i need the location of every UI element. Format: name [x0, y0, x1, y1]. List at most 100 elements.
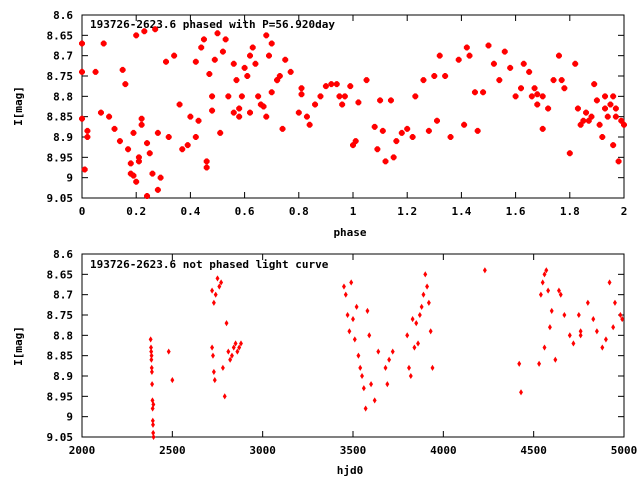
data-point: [539, 125, 546, 132]
data-point: [385, 381, 390, 388]
data-point: [144, 140, 151, 147]
data-point: [176, 101, 183, 108]
unphased-chart: 193726-2623.6 not phased light curve hjd…: [12, 248, 637, 477]
data-point: [165, 134, 172, 140]
phased-y-ticks: 8.6 8.65 8.7 8.75 8.8 8.85 8.9 8.95 9 9.05: [47, 9, 624, 205]
data-point: [574, 105, 581, 112]
y-tick-label: 8.9: [53, 131, 73, 144]
data-point: [274, 77, 281, 84]
data-point: [179, 146, 186, 153]
data-point: [596, 121, 603, 128]
data-point: [203, 158, 210, 165]
data-point: [237, 344, 242, 351]
data-point: [428, 328, 433, 335]
data-point: [620, 316, 625, 323]
data-point: [580, 117, 587, 124]
data-point: [583, 109, 590, 116]
data-point: [212, 377, 217, 384]
data-point: [549, 307, 554, 314]
data-point: [247, 109, 254, 116]
data-point: [571, 340, 576, 347]
data-point: [217, 283, 222, 290]
data-point: [558, 77, 565, 84]
data-point: [229, 352, 234, 359]
data-point: [537, 360, 542, 367]
data-point: [342, 283, 346, 290]
data-point: [363, 405, 368, 412]
data-point: [84, 127, 91, 134]
data-point: [431, 73, 438, 79]
data-point: [600, 344, 605, 351]
data-point: [151, 401, 156, 408]
data-point: [585, 117, 592, 124]
phased-chart-title: 193726-2623.6 phased with P=56.920day: [90, 18, 335, 31]
data-point: [371, 123, 378, 130]
data-point: [410, 316, 415, 323]
data-point: [122, 81, 129, 88]
y-tick-label: 8.65: [47, 268, 74, 281]
y-tick-label: 9: [66, 411, 73, 424]
data-point: [591, 316, 596, 323]
unphased-y-ticks: 8.6 8.65 8.7 8.75 8.8 8.85 8.9 8.95 9 9.05: [47, 248, 624, 444]
data-point: [295, 109, 302, 116]
x-tick-label: 1.8: [560, 205, 580, 218]
data-point: [341, 93, 348, 100]
y-tick-label: 8.7: [53, 50, 73, 63]
data-point: [130, 172, 137, 179]
data-point: [255, 93, 262, 100]
data-point: [566, 150, 573, 157]
data-point: [211, 299, 216, 306]
data-point: [387, 356, 392, 363]
data-point: [192, 134, 199, 140]
data-point: [235, 348, 240, 355]
x-tick-label: 3000: [249, 444, 276, 457]
data-point: [557, 287, 561, 294]
data-point: [383, 364, 388, 371]
data-point: [233, 77, 240, 84]
data-point: [547, 324, 552, 331]
data-point: [127, 170, 134, 177]
data-point: [546, 287, 551, 294]
data-point: [382, 158, 389, 165]
data-point: [501, 48, 508, 55]
data-point: [612, 105, 619, 112]
data-point: [352, 336, 357, 343]
data-point: [233, 340, 238, 347]
data-point: [356, 352, 361, 359]
data-point: [163, 58, 170, 65]
data-point: [150, 381, 155, 388]
x-tick-label: 1.4: [451, 205, 471, 218]
data-point: [542, 271, 547, 278]
data-point: [539, 93, 546, 100]
data-point: [534, 101, 541, 108]
x-tick-label: 4000: [430, 444, 457, 457]
data-point: [219, 48, 226, 55]
data-point: [351, 316, 355, 323]
data-point: [545, 105, 552, 112]
data-point: [519, 389, 523, 396]
data-point: [119, 66, 126, 73]
data-point: [517, 360, 522, 367]
data-point: [578, 332, 583, 339]
data-point: [425, 127, 432, 134]
data-point: [219, 279, 224, 286]
unphased-x-ticks: 2000 2500 3000 3500 4000 4500 5000: [69, 254, 637, 457]
data-point: [152, 26, 159, 33]
data-point: [610, 142, 617, 149]
data-point: [507, 64, 514, 71]
y-tick-label: 8.85: [47, 111, 74, 124]
data-point: [550, 77, 557, 84]
data-point: [138, 121, 145, 128]
data-point: [578, 328, 583, 335]
data-point: [100, 40, 107, 47]
data-point: [236, 113, 243, 120]
data-point: [125, 146, 132, 153]
data-point: [367, 332, 372, 339]
data-point: [591, 81, 598, 88]
data-point: [588, 113, 595, 120]
data-point: [209, 107, 216, 114]
data-point: [220, 364, 225, 371]
data-point: [593, 97, 600, 104]
y-tick-label: 8.65: [47, 29, 74, 42]
data-point: [263, 113, 270, 120]
